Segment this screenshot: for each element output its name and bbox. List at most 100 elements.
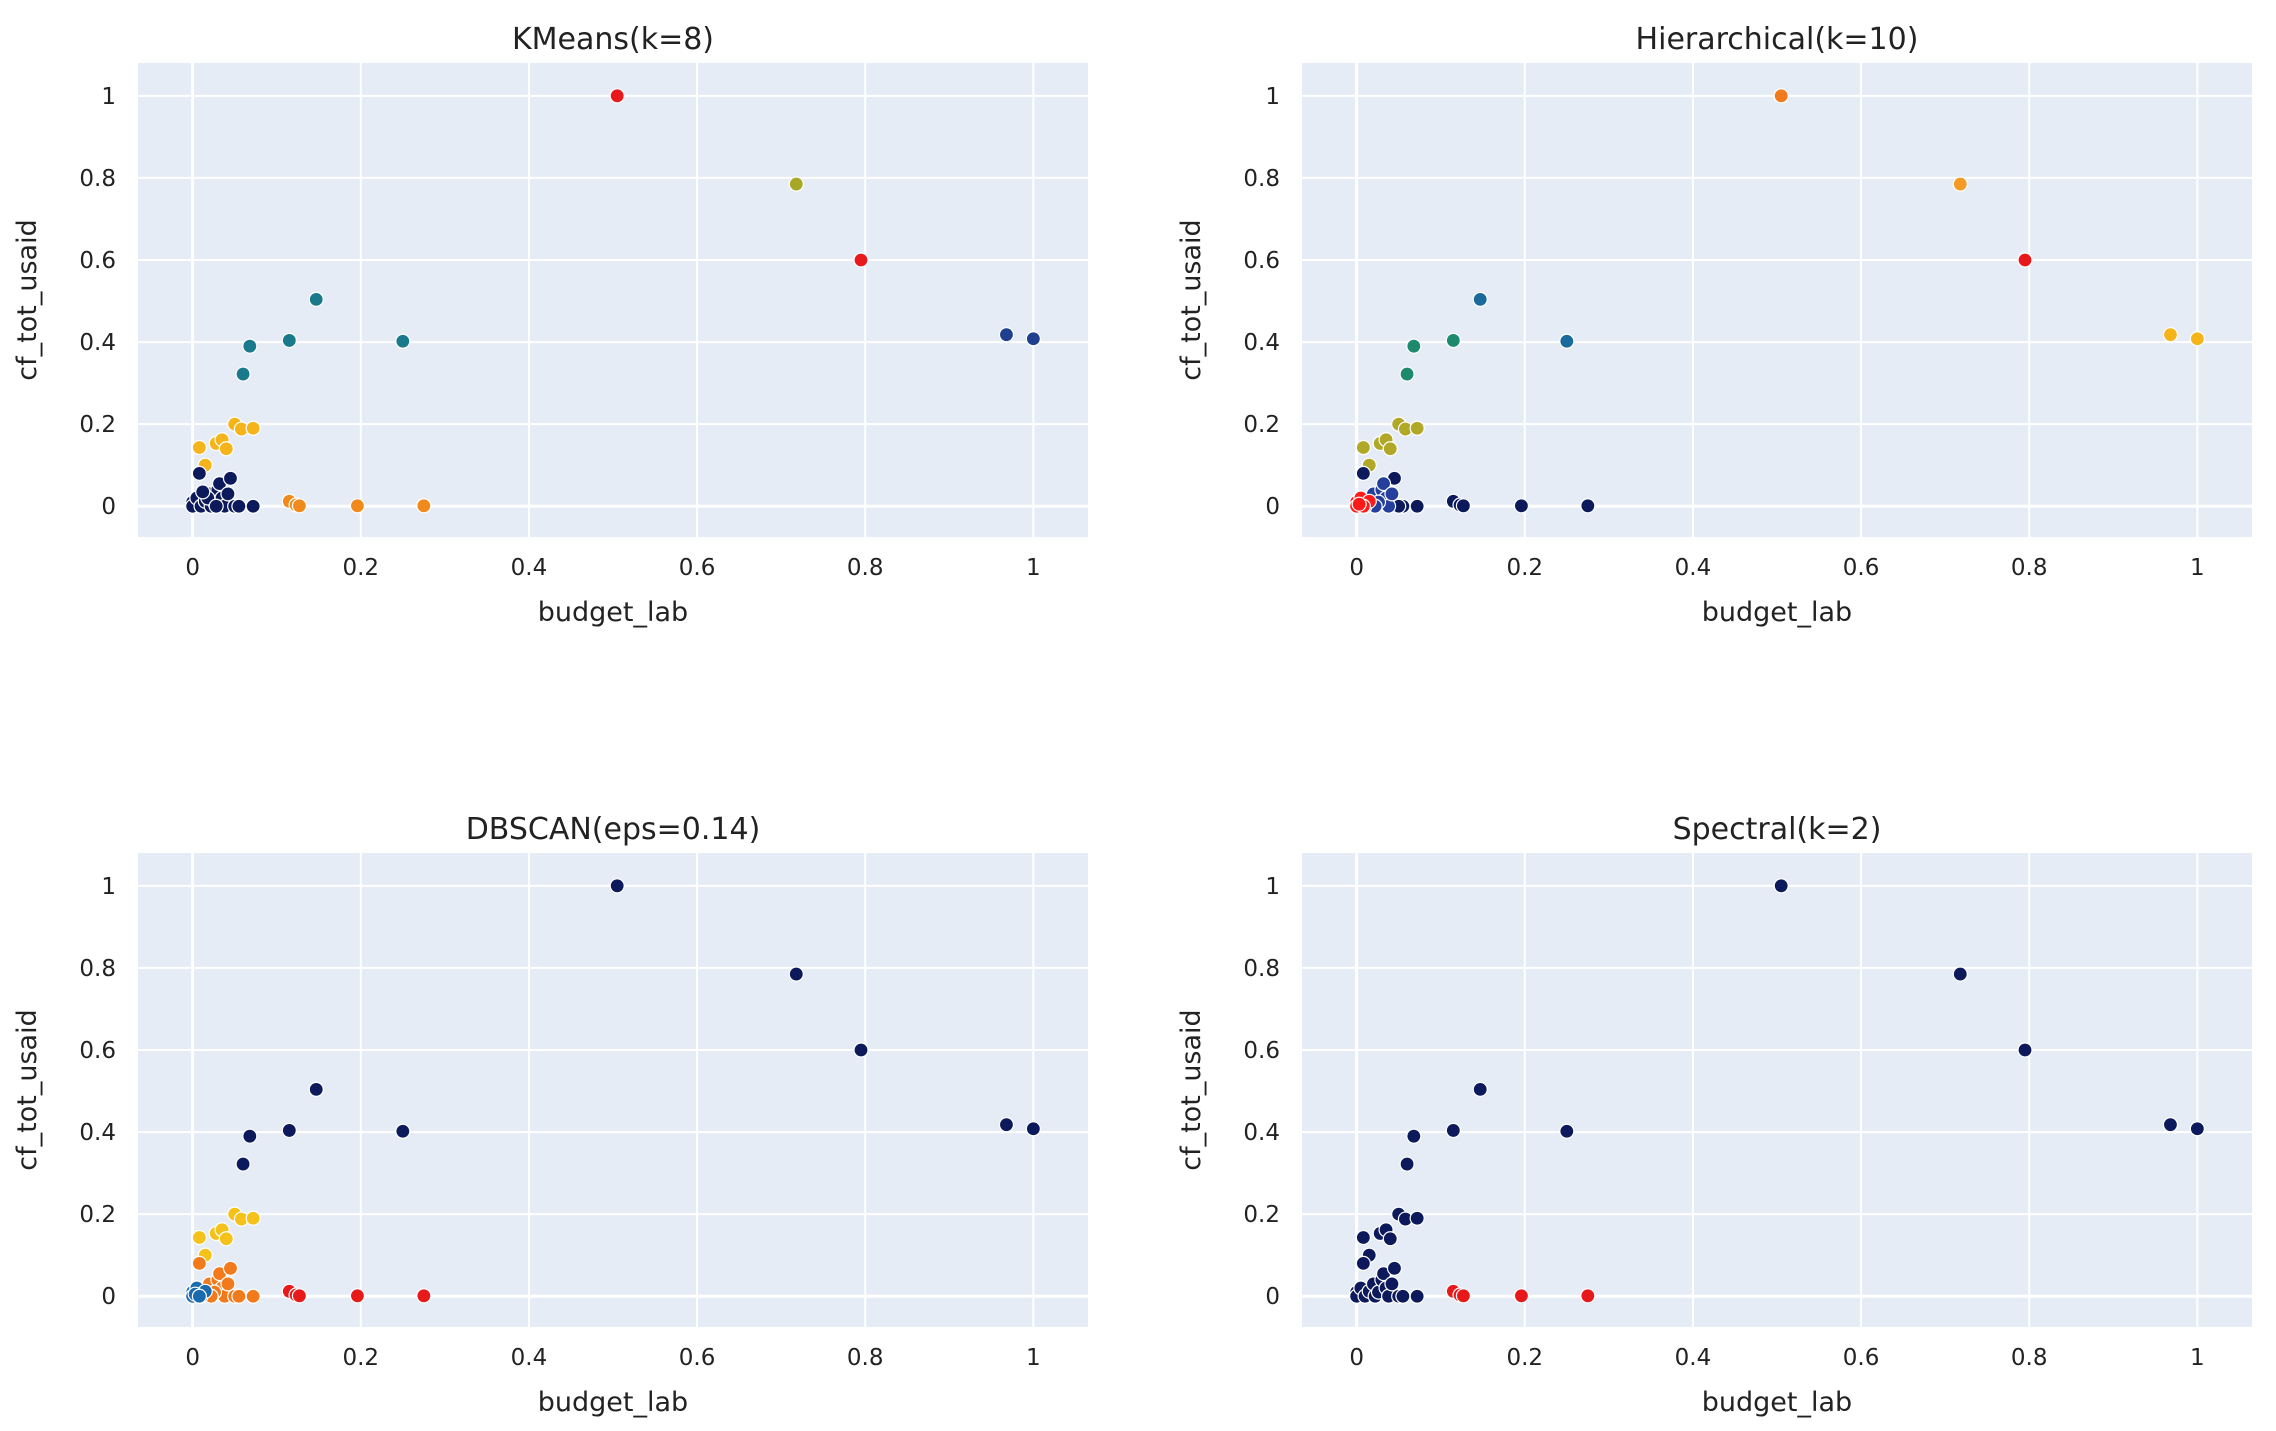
data-point[interactable] xyxy=(609,878,625,894)
x-tick-label: 0.2 xyxy=(1506,1345,1543,1371)
data-point[interactable] xyxy=(208,498,224,514)
data-point[interactable] xyxy=(2162,327,2179,343)
data-point[interactable] xyxy=(222,1260,239,1276)
data-point[interactable] xyxy=(2162,1117,2179,1133)
data-point[interactable] xyxy=(245,420,261,436)
data-point[interactable] xyxy=(609,88,625,104)
chart-title: KMeans(k=8) xyxy=(512,22,714,57)
data-point[interactable] xyxy=(218,441,234,457)
data-point[interactable] xyxy=(1445,1122,1461,1139)
data-point[interactable] xyxy=(853,252,869,268)
data-point[interactable] xyxy=(1513,498,1530,514)
data-point[interactable] xyxy=(998,1117,1015,1133)
data-point[interactable] xyxy=(1399,366,1415,382)
y-axis-label: cf_tot_usaid xyxy=(12,219,43,380)
data-point[interactable] xyxy=(1773,878,1789,894)
data-point[interactable] xyxy=(1472,1081,1488,1097)
data-point[interactable] xyxy=(308,291,324,307)
data-point[interactable] xyxy=(998,327,1015,343)
y-tick-label: 0.2 xyxy=(1243,1202,1280,1228)
data-point[interactable] xyxy=(291,498,308,514)
scatter-panel-3: 0 0.2 0.4 0.6 0.8 1 0 0.2 0.4 0.6 0.8 1 DBSCAN(eps=0… xyxy=(12,812,1088,1418)
data-point[interactable] xyxy=(1409,1288,1425,1304)
data-point[interactable] xyxy=(191,1255,207,1271)
data-point[interactable] xyxy=(1952,176,1968,192)
data-point[interactable] xyxy=(1025,331,1041,347)
data-point[interactable] xyxy=(1395,1288,1411,1304)
data-point[interactable] xyxy=(1351,496,1367,512)
y-tick-label: 0.2 xyxy=(79,412,116,438)
x-tick-label: 0.6 xyxy=(679,555,716,581)
data-point[interactable] xyxy=(349,498,366,514)
data-point[interactable] xyxy=(349,1288,366,1304)
y-tick-label: 1 xyxy=(101,874,116,900)
data-point[interactable] xyxy=(2017,1042,2033,1058)
data-point[interactable] xyxy=(416,1288,432,1304)
data-point[interactable] xyxy=(218,1231,234,1247)
data-point[interactable] xyxy=(1513,1288,1530,1304)
data-point[interactable] xyxy=(231,1288,247,1304)
data-point[interactable] xyxy=(1472,291,1488,307)
data-point[interactable] xyxy=(191,1229,207,1246)
data-point[interactable] xyxy=(191,465,207,481)
data-point[interactable] xyxy=(1382,441,1398,457)
data-point[interactable] xyxy=(245,1288,261,1304)
data-point[interactable] xyxy=(1355,1229,1371,1246)
data-point[interactable] xyxy=(1355,1255,1371,1271)
data-point[interactable] xyxy=(395,1123,411,1139)
data-point[interactable] xyxy=(308,1081,324,1097)
data-point[interactable] xyxy=(1409,498,1425,514)
data-point[interactable] xyxy=(1559,1123,1575,1139)
data-point[interactable] xyxy=(416,498,432,514)
data-point[interactable] xyxy=(220,1276,236,1292)
data-point[interactable] xyxy=(1399,1156,1415,1172)
data-point[interactable] xyxy=(395,333,411,349)
data-point[interactable] xyxy=(242,338,258,354)
data-point[interactable] xyxy=(191,1288,207,1304)
data-point[interactable] xyxy=(1406,1128,1422,1144)
data-point[interactable] xyxy=(1409,1210,1425,1226)
data-point[interactable] xyxy=(2189,1121,2205,1137)
data-point[interactable] xyxy=(195,484,211,500)
data-point[interactable] xyxy=(1580,498,1596,514)
data-point[interactable] xyxy=(1382,1231,1398,1247)
data-point[interactable] xyxy=(1455,1288,1472,1304)
data-point[interactable] xyxy=(1559,333,1575,349)
data-point[interactable] xyxy=(1386,1260,1403,1276)
data-point[interactable] xyxy=(235,1156,251,1172)
data-point[interactable] xyxy=(1455,498,1472,514)
x-axis-label: budget_lab xyxy=(538,1387,688,1418)
data-point[interactable] xyxy=(1375,476,1392,492)
data-point[interactable] xyxy=(1384,1276,1400,1292)
data-point[interactable] xyxy=(1952,966,1968,982)
data-point[interactable] xyxy=(1355,465,1371,481)
data-point[interactable] xyxy=(1445,332,1461,349)
data-point[interactable] xyxy=(1025,1121,1041,1137)
data-point[interactable] xyxy=(1384,486,1400,502)
data-point[interactable] xyxy=(1773,88,1789,104)
data-point[interactable] xyxy=(220,486,236,502)
data-point[interactable] xyxy=(853,1042,869,1058)
data-point[interactable] xyxy=(291,1288,308,1304)
data-point[interactable] xyxy=(281,1122,297,1139)
data-point[interactable] xyxy=(281,332,297,349)
data-point[interactable] xyxy=(245,498,261,514)
data-point[interactable] xyxy=(242,1128,258,1144)
data-point[interactable] xyxy=(788,176,804,192)
data-point[interactable] xyxy=(1355,439,1371,456)
data-point[interactable] xyxy=(788,966,804,982)
data-point[interactable] xyxy=(191,439,207,456)
data-point[interactable] xyxy=(2017,252,2033,268)
data-point[interactable] xyxy=(245,1210,261,1226)
series-cluster-navy xyxy=(185,465,261,514)
x-tick-label: 0.4 xyxy=(1675,1345,1712,1371)
x-tick-label: 0.4 xyxy=(1675,555,1712,581)
data-point[interactable] xyxy=(1406,338,1422,354)
data-point[interactable] xyxy=(222,470,239,486)
x-tick-label: 0.8 xyxy=(847,1345,884,1371)
data-point[interactable] xyxy=(1409,420,1425,436)
data-point[interactable] xyxy=(2189,331,2205,347)
data-point[interactable] xyxy=(231,498,247,514)
data-point[interactable] xyxy=(235,366,251,382)
data-point[interactable] xyxy=(1580,1288,1596,1304)
